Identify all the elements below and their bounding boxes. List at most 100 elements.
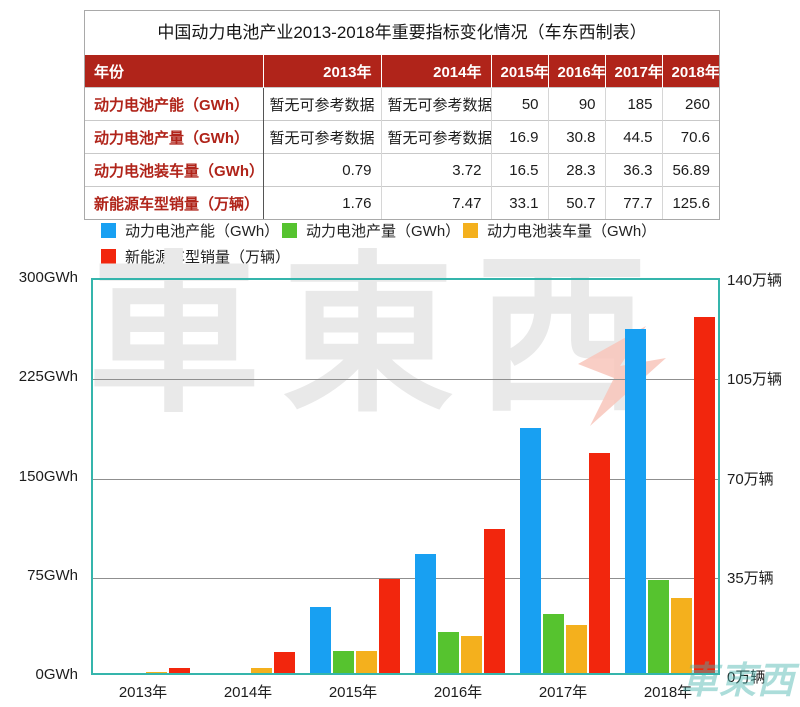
table-cell: 暂无可参考数据 (262, 120, 381, 154)
chart-bar (333, 651, 354, 673)
y-axis-left-tick-label: 150GWh (18, 467, 78, 485)
table-cell: 77.7 (604, 186, 662, 219)
chart-bar (694, 317, 715, 673)
chart-bar (356, 651, 377, 673)
chart-bar (484, 529, 505, 673)
table-row: 动力电池产能（GWh） 暂无可参考数据 暂无可参考数据 50 90 185 260 (85, 87, 719, 121)
table-cell: 44.5 (604, 120, 662, 154)
table-header-cell: 2013年 (262, 55, 381, 88)
legend-label: 动力电池产量（GWh） (306, 223, 461, 240)
chart-bar (461, 636, 482, 673)
chart-bar (625, 329, 646, 673)
table-cell: 36.3 (604, 153, 662, 187)
y-axis-right-tick-label: 140万辆 (727, 272, 783, 289)
legend-label: 动力电池产能（GWh） (125, 223, 280, 240)
table-cell: 0.79 (262, 153, 381, 187)
legend-label: 新能源车型销量（万辆） (125, 249, 291, 266)
x-axis-tick-label: 2015年 (328, 684, 378, 701)
legend-swatch-icon (282, 223, 297, 238)
chart-bar (415, 554, 436, 673)
table-row: 动力电池装车量（GWh） 0.79 3.72 16.5 28.3 36.3 56.89 (85, 153, 719, 187)
indicator-table-wrap: 中国动力电池产业2013-2018年重要指标变化情况（车东西制表） 年份 2013… (84, 10, 720, 220)
chart-bar (310, 607, 331, 673)
bar-chart-plot-area (91, 278, 720, 675)
chart-legend: 动力电池产能（GWh） 动力电池产量（GWh） 动力电池装车量（GWh） 新能源车型销… (101, 220, 741, 267)
chart-bar (169, 668, 190, 673)
chart-bar (543, 614, 564, 673)
legend-item: 动力电池装车量（GWh） (463, 220, 656, 241)
table-title: 中国动力电池产业2013-2018年重要指标变化情况（车东西制表） (157, 23, 647, 42)
table-cell: 50 (490, 87, 548, 121)
table-cell: 暂无可参考数据 (380, 120, 491, 154)
legend-swatch-icon (101, 249, 116, 264)
y-axis-left-tick-label: 300GWh (18, 269, 78, 286)
table-cell: 7.47 (380, 186, 491, 219)
table-header-cell: 2016年 (547, 55, 605, 88)
table-cell: 56.89 (661, 153, 719, 187)
table-cell: 90 (547, 87, 605, 121)
chart-bar (146, 672, 167, 673)
table-row: 新能源车型销量（万辆） 1.76 7.47 33.1 50.7 77.7 125.6 (85, 186, 719, 219)
table-cell: 暂无可参考数据 (380, 87, 491, 121)
y-axis-left-tick-label: 0GWh (35, 666, 78, 683)
chart-bar (520, 428, 541, 673)
chart-bar (274, 652, 295, 673)
table-cell: 16.5 (490, 153, 548, 187)
table-cell: 185 (604, 87, 662, 121)
table-cell: 1.76 (262, 186, 381, 219)
legend-swatch-icon (101, 223, 116, 238)
table-cell: 16.9 (490, 120, 548, 154)
table-header-cell: 2014年 (380, 55, 491, 88)
chart-gridline (93, 577, 718, 579)
table-header-row: 年份 2013年 2014年 2015年 2016年 2017年 2018年 (85, 55, 719, 88)
chart-bar (438, 632, 459, 673)
y-axis-left-tick-label: 225GWh (18, 368, 78, 386)
table-cell: 暂无可参考数据 (262, 87, 381, 121)
y-axis-right-tick-label: 105万辆 (727, 371, 783, 389)
table-cell: 30.8 (547, 120, 605, 154)
legend-item: 动力电池产能（GWh） (101, 220, 282, 241)
watermark-corner-logo: 車東西 (681, 660, 795, 701)
table-row-label: 动力电池产能（GWh） (85, 87, 264, 121)
legend-item: 新能源车型销量（万辆） (101, 246, 290, 267)
x-axis-tick-label: 2018年 (643, 684, 693, 701)
table-header-cell: 2018年 (661, 55, 719, 88)
chart-bar (379, 579, 400, 673)
chart-bar (648, 580, 669, 673)
table-cell: 260 (661, 87, 719, 121)
x-axis-tick-label: 2013年 (118, 684, 168, 701)
legend-label: 动力电池装车量（GWh） (487, 223, 657, 240)
legend-swatch-icon (463, 223, 478, 238)
watermark-red-accent-icon (578, 326, 666, 426)
chart-bar (251, 668, 272, 673)
table-row-label: 动力电池装车量（GWh） (85, 153, 264, 187)
table-row-label: 动力电池产量（GWh） (85, 120, 264, 154)
table-cell: 28.3 (547, 153, 605, 187)
table-row-label: 新能源车型销量（万辆） (85, 186, 264, 219)
chart-bar (589, 453, 610, 673)
chart-bar (566, 625, 587, 673)
indicator-table: 年份 2013年 2014年 2015年 2016年 2017年 2018年 动力电池产能（… (85, 55, 719, 219)
table-body: 动力电池产能（GWh） 暂无可参考数据 暂无可参考数据 50 90 185 260 动力电池产… (85, 87, 719, 219)
table-cell: 50.7 (547, 186, 605, 219)
table-header-year-col: 年份 (85, 55, 263, 88)
table-cell: 70.6 (661, 120, 719, 154)
legend-item: 动力电池产量（GWh） (282, 220, 463, 241)
x-axis-tick-label: 2014年 (223, 684, 273, 701)
y-axis-right-tick-label: 0万辆 (727, 669, 766, 686)
x-axis-tick-label: 2016年 (433, 684, 483, 701)
chart-gridline (93, 478, 718, 480)
table-header-cell: 2017年 (604, 55, 662, 88)
y-axis-left-tick-label: 75GWh (27, 566, 78, 584)
y-axis-right-tick-label: 70万辆 (727, 470, 774, 488)
x-axis-tick-label: 2017年 (538, 684, 588, 701)
table-row: 动力电池产量（GWh） 暂无可参考数据 暂无可参考数据 16.9 30.8 44.5 70.… (85, 120, 719, 154)
table-cell: 125.6 (661, 186, 719, 219)
table-cell: 3.72 (380, 153, 491, 187)
table-cell: 33.1 (490, 186, 548, 219)
chart-gridline (93, 379, 718, 381)
chart-bar (671, 598, 692, 673)
table-header-cell: 2015年 (490, 55, 548, 88)
y-axis-right-tick-label: 35万辆 (727, 569, 774, 587)
